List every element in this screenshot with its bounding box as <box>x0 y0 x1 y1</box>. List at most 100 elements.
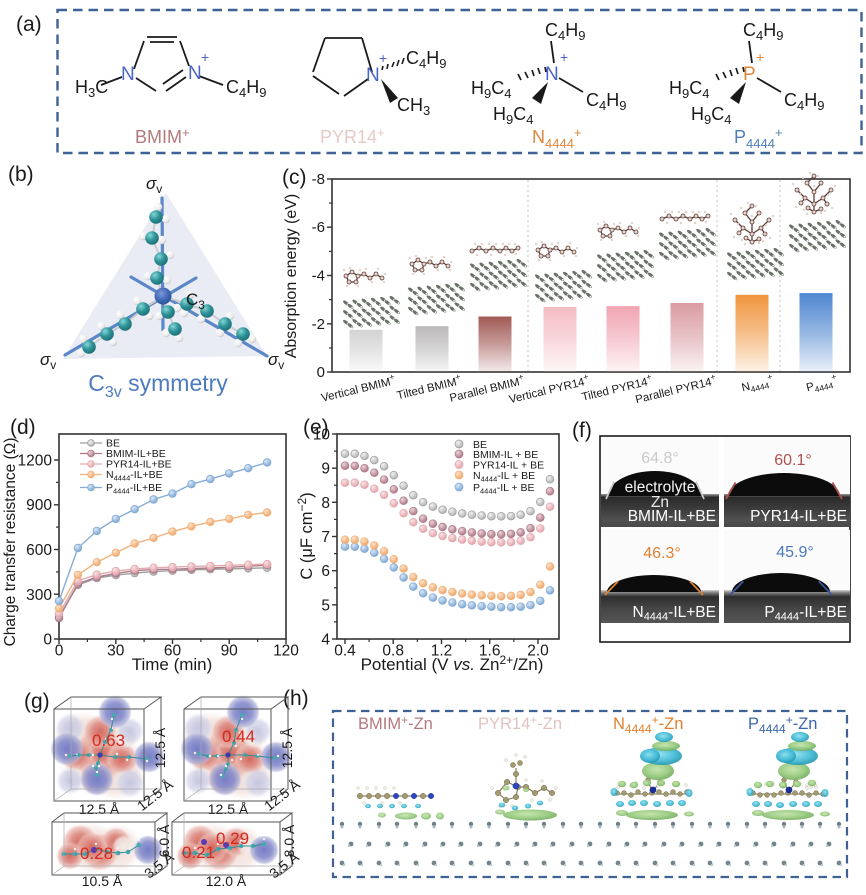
svg-text:0.21: 0.21 <box>182 843 215 862</box>
svg-text:(d): (d) <box>10 416 36 439</box>
svg-text:300: 300 <box>26 587 52 604</box>
svg-text:8: 8 <box>321 495 330 512</box>
svg-text:N: N <box>121 64 135 85</box>
svg-text:N: N <box>366 65 380 86</box>
svg-text:1.2: 1.2 <box>431 643 453 660</box>
svg-text:N4444+-Zn: N4444+-Zn <box>613 713 683 736</box>
svg-text:P4444-IL+BE: P4444-IL+BE <box>106 482 162 496</box>
svg-text:0.44: 0.44 <box>222 727 255 746</box>
svg-text:Absorption energy (eV): Absorption energy (eV) <box>283 194 300 359</box>
svg-text:(e): (e) <box>303 416 329 439</box>
svg-text:electrolyte: electrolyte <box>625 479 696 496</box>
svg-text:90: 90 <box>221 643 239 660</box>
svg-text:8.0 Å: 8.0 Å <box>281 824 297 857</box>
svg-text:Charge transfer resistance (Ω): Charge transfer resistance (Ω) <box>2 438 19 647</box>
svg-text:N4444-IL + BE: N4444-IL + BE <box>473 470 535 484</box>
svg-text:0: 0 <box>55 643 64 660</box>
svg-text:(h): (h) <box>283 687 309 710</box>
svg-text:C4H9: C4H9 <box>226 77 266 100</box>
svg-text:10: 10 <box>313 427 331 444</box>
svg-text:12.0 Å: 12.0 Å <box>206 873 247 889</box>
svg-text:0.28: 0.28 <box>80 844 113 863</box>
svg-text:-6: -6 <box>312 219 325 236</box>
svg-text:N4444+: N4444+ <box>740 371 776 396</box>
svg-text:PYR14-IL + BE: PYR14-IL + BE <box>473 460 544 472</box>
svg-text:12.5 Å: 12.5 Å <box>208 801 249 817</box>
svg-text:12.5 Å: 12.5 Å <box>152 727 168 768</box>
svg-text:H9C4: H9C4 <box>691 104 731 127</box>
svg-text:0.29: 0.29 <box>216 829 249 848</box>
svg-text:P4444-IL + BE: P4444-IL + BE <box>473 482 535 496</box>
svg-text:+: + <box>201 49 209 65</box>
svg-text:H3C: H3C <box>75 77 108 100</box>
svg-text:(a): (a) <box>16 13 42 36</box>
svg-text:σv: σv <box>146 174 162 196</box>
svg-text:6: 6 <box>321 563 330 580</box>
svg-text:P: P <box>743 64 756 85</box>
svg-text:45.9°: 45.9° <box>776 544 814 561</box>
svg-text:5: 5 <box>321 597 330 614</box>
svg-text:C3v symmetry: C3v symmetry <box>88 370 228 401</box>
svg-text:CH3: CH3 <box>397 95 430 118</box>
svg-text:9: 9 <box>321 461 330 478</box>
svg-text:(g): (g) <box>24 690 50 713</box>
svg-text:N: N <box>188 63 202 84</box>
svg-text:0: 0 <box>317 364 325 381</box>
svg-text:P4444+-Zn: P4444+-Zn <box>748 713 817 736</box>
svg-text:PYR14+-Zn: PYR14+-Zn <box>478 713 562 733</box>
svg-text:4: 4 <box>321 632 330 649</box>
svg-text:BE: BE <box>473 439 487 451</box>
svg-text:0.4: 0.4 <box>334 643 356 660</box>
svg-text:BMIM+: BMIM+ <box>135 125 190 147</box>
svg-text:BE: BE <box>106 438 120 450</box>
svg-text:BMIM+-Zn: BMIM+-Zn <box>358 713 433 733</box>
svg-text:(c): (c) <box>282 166 307 189</box>
svg-text:(b): (b) <box>8 163 34 186</box>
svg-text:H9C4: H9C4 <box>669 78 709 101</box>
svg-text:+: + <box>560 49 568 65</box>
svg-text:BMIM-IL+BE: BMIM-IL+BE <box>106 448 166 460</box>
svg-text:Vertical BMIM+: Vertical BMIM+ <box>319 371 397 404</box>
svg-text:P4444+: P4444+ <box>804 371 839 396</box>
svg-text:12.5 Å: 12.5 Å <box>79 801 120 817</box>
svg-text:Time (min): Time (min) <box>132 655 213 674</box>
svg-text:0: 0 <box>43 632 52 649</box>
svg-text:H9C4: H9C4 <box>493 104 533 127</box>
svg-text:C4H9: C4H9 <box>784 90 824 113</box>
svg-text:Zn: Zn <box>651 494 669 511</box>
svg-text:N4444-IL+BE: N4444-IL+BE <box>106 469 163 483</box>
svg-text:C4H9: C4H9 <box>545 20 585 43</box>
svg-text:C4H9: C4H9 <box>586 90 626 113</box>
svg-text:C (μF cm−2): C (μF cm−2) <box>295 492 316 579</box>
svg-text:1200: 1200 <box>18 453 53 470</box>
svg-text:60.1°: 60.1° <box>774 452 812 469</box>
svg-text:C4H9: C4H9 <box>743 20 783 43</box>
svg-text:0.8: 0.8 <box>382 643 404 660</box>
svg-text:2.0: 2.0 <box>527 643 549 660</box>
svg-text:N4444+: N4444+ <box>532 125 582 151</box>
svg-text:600: 600 <box>26 542 52 559</box>
svg-text:10.5 Å: 10.5 Å <box>82 873 123 889</box>
svg-text:BMIM-IL+BE: BMIM-IL+BE <box>628 508 716 525</box>
svg-text:6.0 Å: 6.0 Å <box>156 824 172 857</box>
svg-text:+: + <box>379 50 387 66</box>
svg-text:-2: -2 <box>312 316 325 333</box>
svg-text:120: 120 <box>273 643 299 660</box>
svg-text:46.3°: 46.3° <box>643 545 681 562</box>
svg-text:0.63: 0.63 <box>92 731 125 750</box>
svg-text:BMIM-IL + BE: BMIM-IL + BE <box>473 449 538 461</box>
svg-text:PYR14-IL+BE: PYR14-IL+BE <box>106 459 172 471</box>
svg-text:-8: -8 <box>312 171 325 188</box>
svg-text:30: 30 <box>107 643 125 660</box>
svg-text:N: N <box>545 64 559 85</box>
svg-text:σv: σv <box>40 350 56 372</box>
svg-text:-4: -4 <box>312 268 325 285</box>
svg-text:900: 900 <box>26 497 52 514</box>
svg-text:PYR14-IL+BE: PYR14-IL+BE <box>750 508 847 525</box>
svg-text:C4H9: C4H9 <box>406 48 446 71</box>
svg-text:Potential (V vs. Zn2+/Zn): Potential (V vs. Zn2+/Zn) <box>361 653 544 674</box>
svg-text:P4444+: P4444+ <box>734 125 783 151</box>
svg-text:+: + <box>756 49 764 65</box>
svg-text:7: 7 <box>321 529 330 546</box>
svg-text:(f): (f) <box>572 419 592 442</box>
